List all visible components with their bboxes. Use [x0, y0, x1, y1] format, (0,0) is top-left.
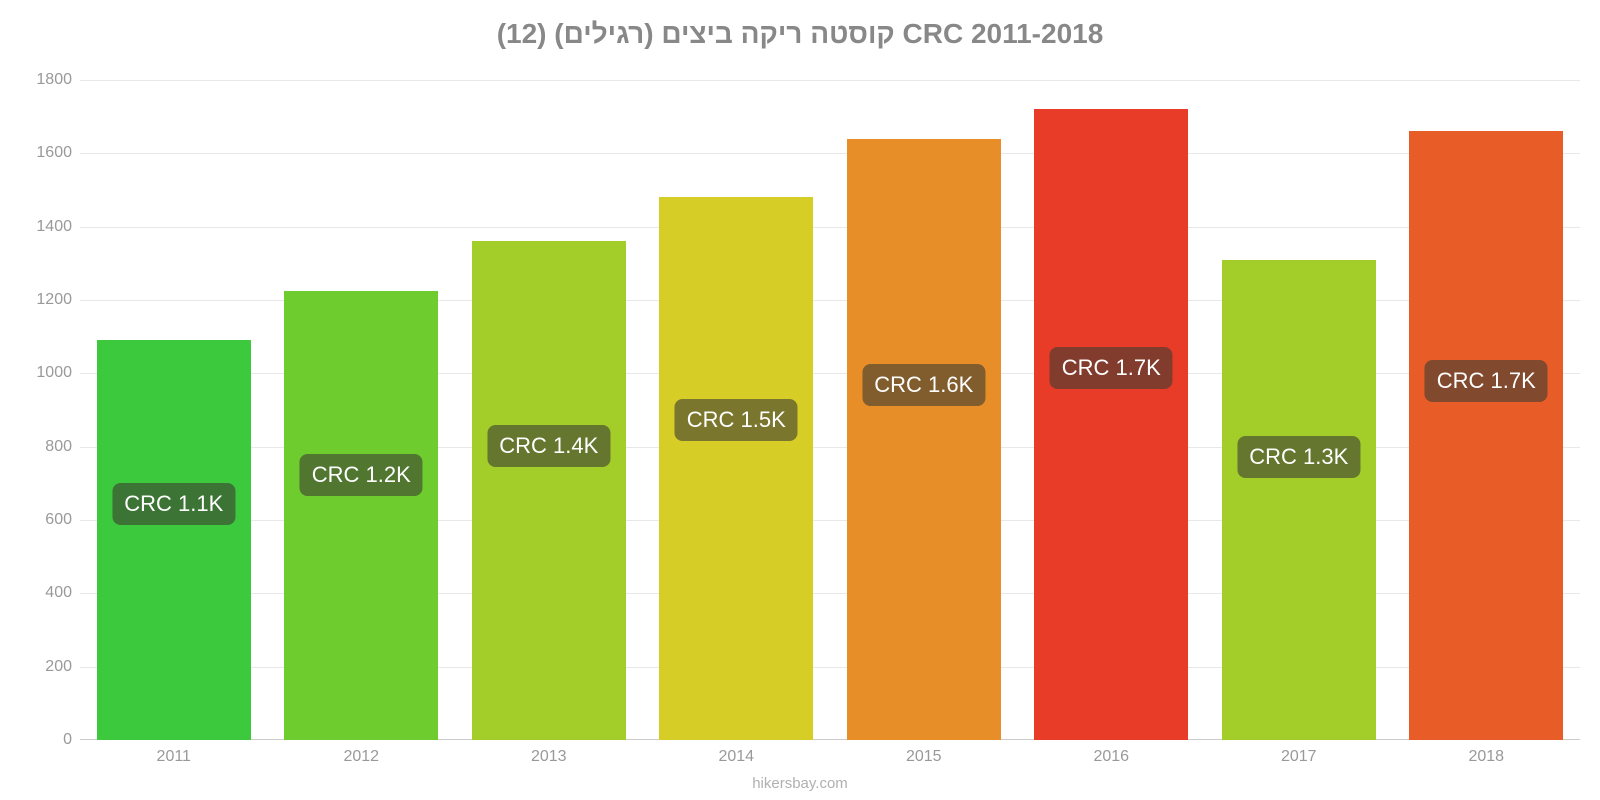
y-tick-label: 800 [12, 438, 72, 456]
x-tick-label: 2013 [531, 748, 567, 766]
y-tick-label: 200 [12, 658, 72, 676]
x-tick-label: 2014 [718, 748, 754, 766]
bar-value-label: CRC 1.4K [487, 425, 610, 467]
bar-value-label: CRC 1.7K [1050, 347, 1173, 389]
gridline [80, 227, 1580, 228]
x-tick-label: 2012 [343, 748, 379, 766]
bar [97, 340, 251, 740]
x-tick-label: 2017 [1281, 748, 1317, 766]
x-tick-label: 2015 [906, 748, 942, 766]
y-tick-label: 1000 [12, 364, 72, 382]
y-tick-label: 600 [12, 511, 72, 529]
bar [847, 139, 1001, 740]
bar-value-label: CRC 1.5K [675, 399, 798, 441]
y-tick-label: 0 [12, 731, 72, 749]
y-tick-label: 1600 [12, 144, 72, 162]
bar [1034, 109, 1188, 740]
attribution-text: hikersbay.com [752, 775, 848, 792]
x-tick-label: 2018 [1468, 748, 1504, 766]
gridline [80, 153, 1580, 154]
bar [284, 291, 438, 740]
chart-title: קוסטה ריקה ביצים (רגילים) (12) CRC 2011-… [0, 0, 1600, 50]
bar [1222, 260, 1376, 740]
y-tick-label: 1200 [12, 291, 72, 309]
y-tick-label: 400 [12, 584, 72, 602]
bar [659, 197, 813, 740]
bar-value-label: CRC 1.2K [300, 454, 423, 496]
y-tick-label: 1400 [12, 218, 72, 236]
bar-value-label: CRC 1.7K [1425, 360, 1548, 402]
chart-container: קוסטה ריקה ביצים (רגילים) (12) CRC 2011-… [0, 0, 1600, 800]
x-tick-label: 2016 [1093, 748, 1129, 766]
bar [1409, 131, 1563, 740]
plot-area: CRC 1.1K CRC 1.2K CRC 1.4K CRC 1.5K CRC 1.6K… [80, 80, 1580, 740]
bar-value-label: CRC 1.1K [112, 483, 235, 525]
x-tick-label: 2011 [157, 748, 191, 766]
bar-value-label: CRC 1.6K [862, 364, 985, 406]
gridline [80, 80, 1580, 81]
y-tick-label: 1800 [12, 71, 72, 89]
bar-value-label: CRC 1.3K [1237, 436, 1360, 478]
bar [472, 241, 626, 740]
